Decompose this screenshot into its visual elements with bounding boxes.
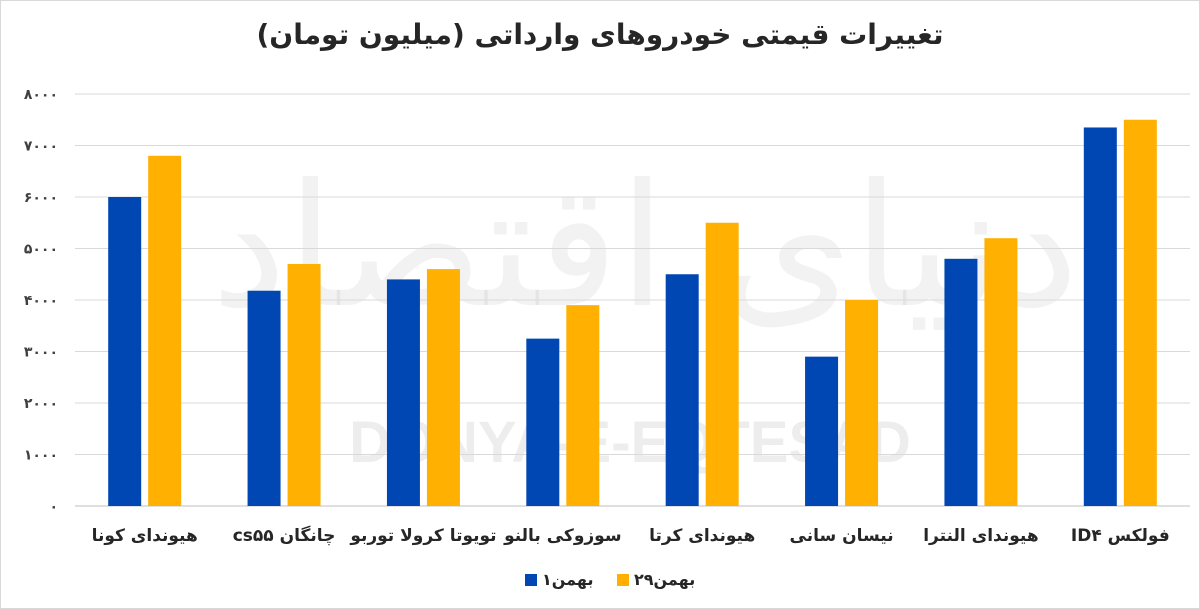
y-tick-label: ۱۰۰۰	[24, 448, 58, 464]
bar	[1083, 127, 1117, 506]
bar	[566, 305, 600, 506]
x-tick-label: هیوندای کونا	[92, 526, 198, 546]
watermark-persian: دنیای اقتصاد	[211, 148, 1079, 346]
bar	[845, 300, 879, 506]
legend-label: ۱بهمن	[542, 570, 593, 589]
chart-title: تغییرات قیمتی خودروهای وارداتی (میلیون ت…	[256, 18, 944, 51]
x-tick-label: فولکس ID۴	[1071, 526, 1170, 546]
bar	[805, 356, 839, 506]
legend-swatch	[617, 574, 629, 586]
legend-swatch	[525, 574, 537, 586]
x-tick-label: هیوندای کرتا	[649, 526, 755, 546]
x-tick-label: نیسان سانی	[790, 526, 894, 546]
x-tick-label: تویوتا کرولا توربو	[349, 526, 496, 546]
bar	[426, 269, 460, 506]
bar	[526, 338, 560, 506]
y-tick-label: ۳۰۰۰	[24, 345, 58, 361]
x-tick-label: سوزوکی بالنو	[503, 526, 621, 546]
legend: ۱بهمن ۲۹بهمن	[525, 570, 695, 589]
x-axis: هیوندای کونا چانگان cs۵۵ تویوتا کرولا تورب…	[92, 525, 1170, 546]
bar	[148, 155, 182, 507]
bars	[108, 119, 1157, 507]
y-tick-label: ۸۰۰۰	[24, 87, 58, 103]
y-tick-label: ۶۰۰۰	[24, 190, 58, 206]
bar	[247, 290, 281, 506]
bar	[386, 279, 420, 506]
y-axis: ۰ ۱۰۰۰ ۲۰۰۰ ۳۰۰۰ ۴۰۰۰ ۵۰۰۰ ۶۰۰۰ ۷۰۰۰ ۸۰۰۰	[24, 87, 58, 515]
bar	[287, 263, 321, 506]
y-tick-label: ۲۰۰۰	[24, 396, 58, 412]
x-tick-label: چانگان cs۵۵	[233, 525, 336, 546]
legend-label: ۲۹بهمن	[634, 570, 695, 589]
bar	[984, 238, 1018, 506]
y-tick-label: ۵۰۰۰	[24, 242, 58, 258]
y-tick-label: ۷۰۰۰	[24, 139, 58, 155]
bar	[1123, 119, 1157, 506]
bar	[944, 258, 978, 506]
y-tick-label: ۴۰۰۰	[24, 293, 58, 309]
y-tick-label: ۰	[49, 499, 58, 515]
bar	[108, 197, 142, 506]
bar	[705, 222, 739, 506]
bar	[665, 274, 699, 506]
x-tick-label: هیوندای النترا	[923, 526, 1038, 546]
